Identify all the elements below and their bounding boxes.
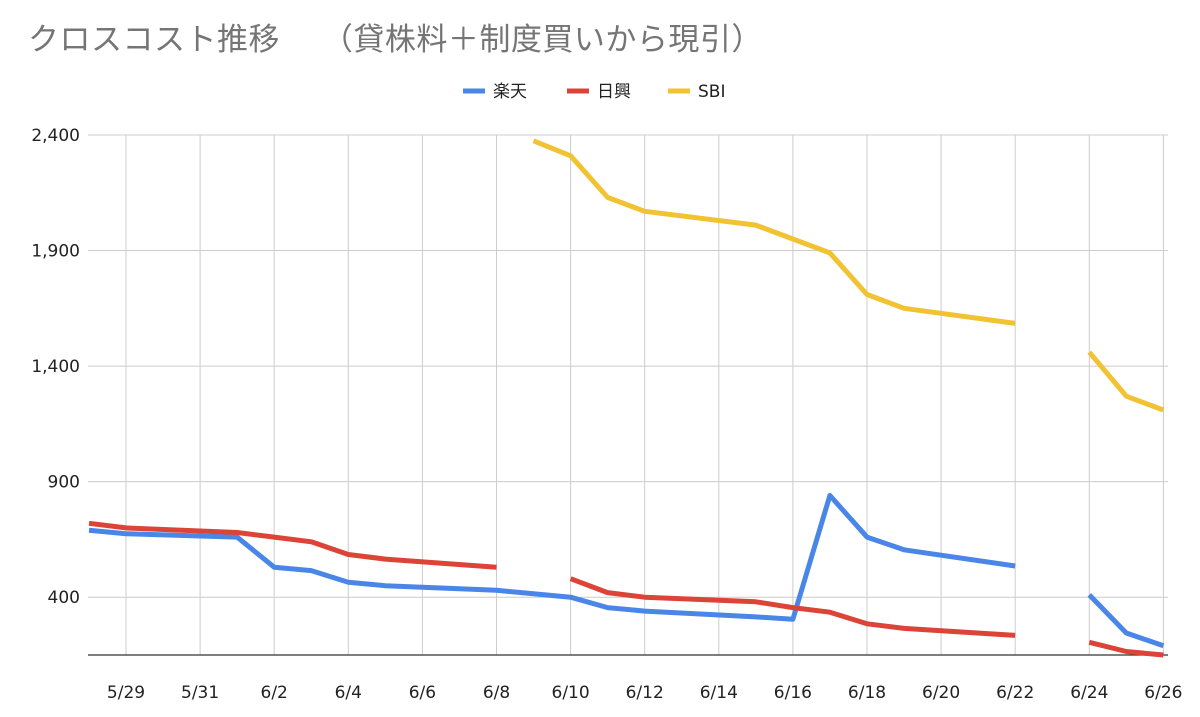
- x-tick-label: 6/8: [483, 683, 510, 703]
- x-tick-label: 6/16: [774, 683, 812, 703]
- series-lines: [88, 138, 1165, 658]
- y-axis: 400 900 1,400 1,900 2,400: [31, 126, 80, 608]
- x-tick-label: 5/29: [107, 683, 145, 703]
- y-tick-label: 400: [48, 588, 80, 608]
- x-tick-label: 6/26: [1144, 683, 1182, 703]
- series-3: [532, 138, 1165, 413]
- series-line: [1087, 593, 1165, 649]
- x-tick-label: 6/6: [409, 683, 436, 703]
- series-line: [1087, 350, 1165, 413]
- y-tick-label: 2,400: [31, 126, 80, 146]
- x-tick-label: 6/4: [335, 683, 362, 703]
- x-tick-label: 6/10: [552, 683, 590, 703]
- y-tick-label: 1,400: [31, 357, 80, 377]
- series-line: [569, 576, 1016, 638]
- legend-label: 日興: [597, 82, 631, 102]
- x-tick-label: 6/2: [261, 683, 288, 703]
- legend-label: SBI: [698, 82, 725, 102]
- x-axis: 5/29 5/31 6/2 6/4 6/6 6/8 6/10 6/12 6/14 6/16 6/18…: [107, 683, 1183, 703]
- y-tick-label: 900: [48, 473, 80, 493]
- x-tick-label: 6/22: [996, 683, 1034, 703]
- x-tick-label: 6/14: [700, 683, 738, 703]
- series-line: [532, 138, 1016, 326]
- series-1: [88, 493, 1165, 649]
- series-line: [1088, 639, 1164, 658]
- x-tick-label: 6/24: [1070, 683, 1108, 703]
- x-tick-label: 6/18: [848, 683, 886, 703]
- legend-label: 楽天: [493, 82, 527, 102]
- legend: 楽天 日興 SBI: [463, 82, 725, 102]
- series-line: [88, 493, 1016, 622]
- x-tick-label: 6/20: [922, 683, 960, 703]
- y-tick-label: 1,900: [31, 242, 80, 262]
- x-tick-label: 6/12: [626, 683, 664, 703]
- series-line: [88, 520, 497, 570]
- x-tick-label: 5/31: [181, 683, 219, 703]
- gridlines: [88, 134, 1168, 656]
- chart-title: クロスコスト推移 （貸株料＋制度買いから現引）: [28, 22, 763, 58]
- series-2: [88, 520, 1164, 658]
